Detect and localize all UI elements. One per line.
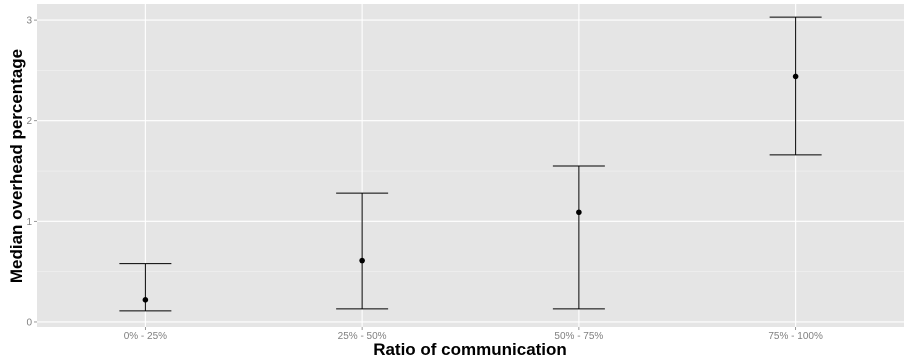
- x-tick-label: 0% - 25%: [124, 331, 167, 342]
- y-tick-label: 3: [26, 16, 32, 27]
- x-axis-title: Ratio of communication: [373, 340, 567, 359]
- y-tick-label: 0: [26, 317, 32, 328]
- y-tick-label: 1: [26, 217, 32, 228]
- error-bar-group: [552, 165, 605, 310]
- x-tick-label: 75% - 100%: [768, 331, 823, 342]
- y-axis-ticks: 0 1 2 3: [26, 16, 37, 328]
- median-point: [359, 257, 365, 264]
- chart-marks: [119, 16, 822, 312]
- median-point: [142, 297, 149, 303]
- error-bar-group: [336, 192, 389, 310]
- x-tick-label: 25% - 50%: [338, 331, 387, 342]
- x-axis-ticks: 0% - 25% 25% - 50% 50% - 75% 75% - 100%: [124, 327, 823, 342]
- x-tick-label: 50% - 75%: [554, 331, 603, 342]
- median-point: [792, 73, 799, 80]
- error-bar-group: [769, 16, 822, 156]
- y-axis-title: Median overhead percentage: [7, 49, 26, 283]
- median-point: [576, 209, 582, 216]
- error-bar-group: [119, 263, 172, 312]
- y-tick-label: 2: [26, 116, 32, 127]
- plot-panel: [37, 4, 904, 327]
